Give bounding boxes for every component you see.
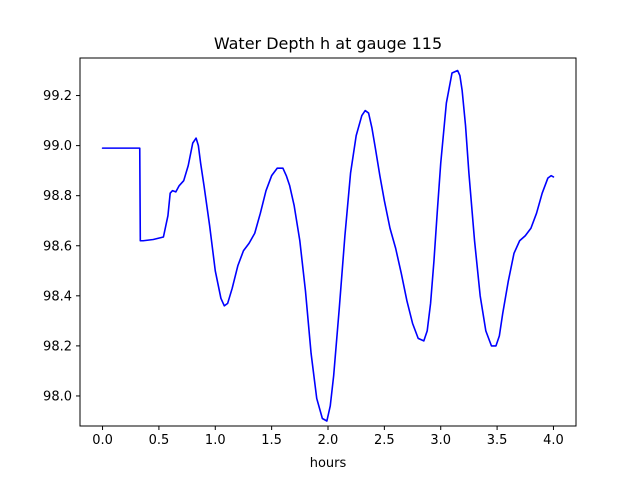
x-tick-label: 4.0 [543, 433, 564, 448]
x-axis-label: hours [310, 456, 347, 471]
x-tick-label: 3.5 [487, 433, 508, 448]
x-tick-label: 2.5 [374, 433, 395, 448]
y-tick-label: 98.0 [43, 389, 72, 404]
plot-area [80, 58, 576, 426]
series-layer [101, 69, 555, 422]
plot-background [80, 58, 576, 426]
x-tick-label: 3.0 [430, 433, 451, 448]
y-tick-label: 99.0 [43, 139, 72, 154]
y-tick-label: 98.2 [43, 339, 72, 354]
y-tick-label: 99.2 [43, 89, 72, 104]
x-tick-label: 1.5 [261, 433, 282, 448]
x-tick-label: 0.0 [92, 433, 113, 448]
x-tick-label: 1.0 [205, 433, 226, 448]
y-tick-label: 98.8 [43, 189, 72, 204]
series-line-0 [101, 69, 555, 422]
x-tick-label: 2.0 [318, 433, 339, 448]
y-tick-label: 98.6 [43, 239, 72, 254]
axes-layer: 0.0 0.5 1.0 1.5 2.0 2.5 3.0 3.5 4.0 98.0 98.2 98.4 9… [43, 57, 577, 448]
chart-title: Water Depth h at gauge 115 [214, 34, 442, 53]
x-tick-label: 0.5 [149, 433, 170, 448]
y-tick-label: 98.4 [43, 289, 72, 304]
